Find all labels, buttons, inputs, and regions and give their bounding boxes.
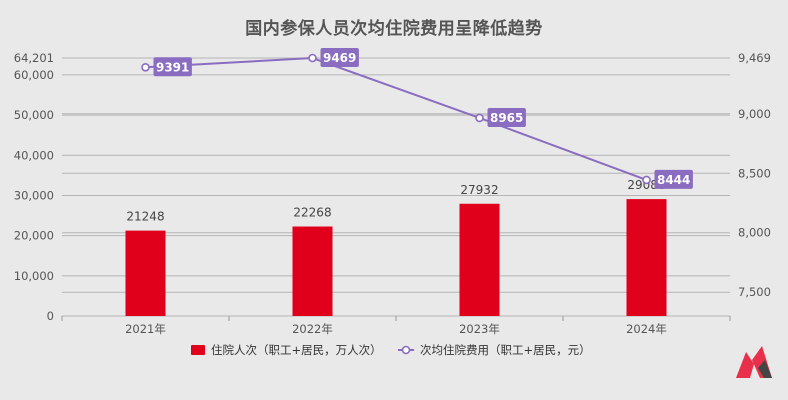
left-axis-tick-label: 10,000 xyxy=(14,269,54,283)
line-series-path xyxy=(145,56,647,181)
left-axis-tick-label: 60,000 xyxy=(14,68,54,82)
line-point xyxy=(141,62,150,72)
bar-data-label: 27932 xyxy=(460,183,498,197)
right-axis-tick-label: 8,000 xyxy=(738,226,771,240)
left-axis-tick-label: 30,000 xyxy=(14,188,54,202)
bar-data-label: 22268 xyxy=(293,206,331,220)
right-axis-tick-label: 7,500 xyxy=(738,285,771,299)
x-axis-tick-label: 2021年 xyxy=(125,322,166,336)
logo-icon-shadow xyxy=(758,360,772,378)
right-axis-tick-label: 9,469 xyxy=(738,51,771,65)
logo-icon xyxy=(736,352,754,378)
line-point xyxy=(475,113,484,123)
chart-title: 国内参保人员次均住院费用呈降低趋势 xyxy=(245,19,543,39)
left-axis-tick-label: 50,000 xyxy=(14,108,54,122)
x-axis-tick-label: 2022年 xyxy=(292,322,333,336)
bar xyxy=(626,199,667,316)
legend-bar-label: 住院人次（职工+居民，万人次） xyxy=(211,343,382,357)
bar xyxy=(459,203,500,316)
left-axis-tick-label: 20,000 xyxy=(14,229,54,243)
line-label-box xyxy=(487,107,526,127)
legend-line-label: 次均住院费用（职工+居民，元） xyxy=(420,343,591,357)
line-data-label: 8444 xyxy=(657,173,690,187)
line-label-box xyxy=(654,169,693,189)
x-axis-tick-label: 2023年 xyxy=(459,322,500,336)
bar xyxy=(292,226,333,316)
legend-bar-swatch xyxy=(191,345,205,355)
bar xyxy=(125,230,166,316)
bar-data-label: 21248 xyxy=(126,210,164,224)
legend-line-marker xyxy=(401,345,411,355)
line-point xyxy=(308,53,317,63)
left-axis-tick-label: 64,201 xyxy=(14,51,54,65)
line-label-box xyxy=(320,48,359,67)
line-data-label: 9391 xyxy=(156,60,189,74)
left-axis-tick-label: 0 xyxy=(47,309,54,323)
left-axis-tick-label: 40,000 xyxy=(14,148,54,162)
right-axis-tick-label: 8,500 xyxy=(738,166,771,180)
line-data-label: 9469 xyxy=(323,51,356,65)
line-data-label: 8965 xyxy=(490,111,523,125)
x-axis-tick-label: 2024年 xyxy=(626,322,667,336)
line-label-box xyxy=(153,57,192,77)
line-point xyxy=(642,175,651,185)
right-axis-tick-label: 9,000 xyxy=(738,107,771,121)
